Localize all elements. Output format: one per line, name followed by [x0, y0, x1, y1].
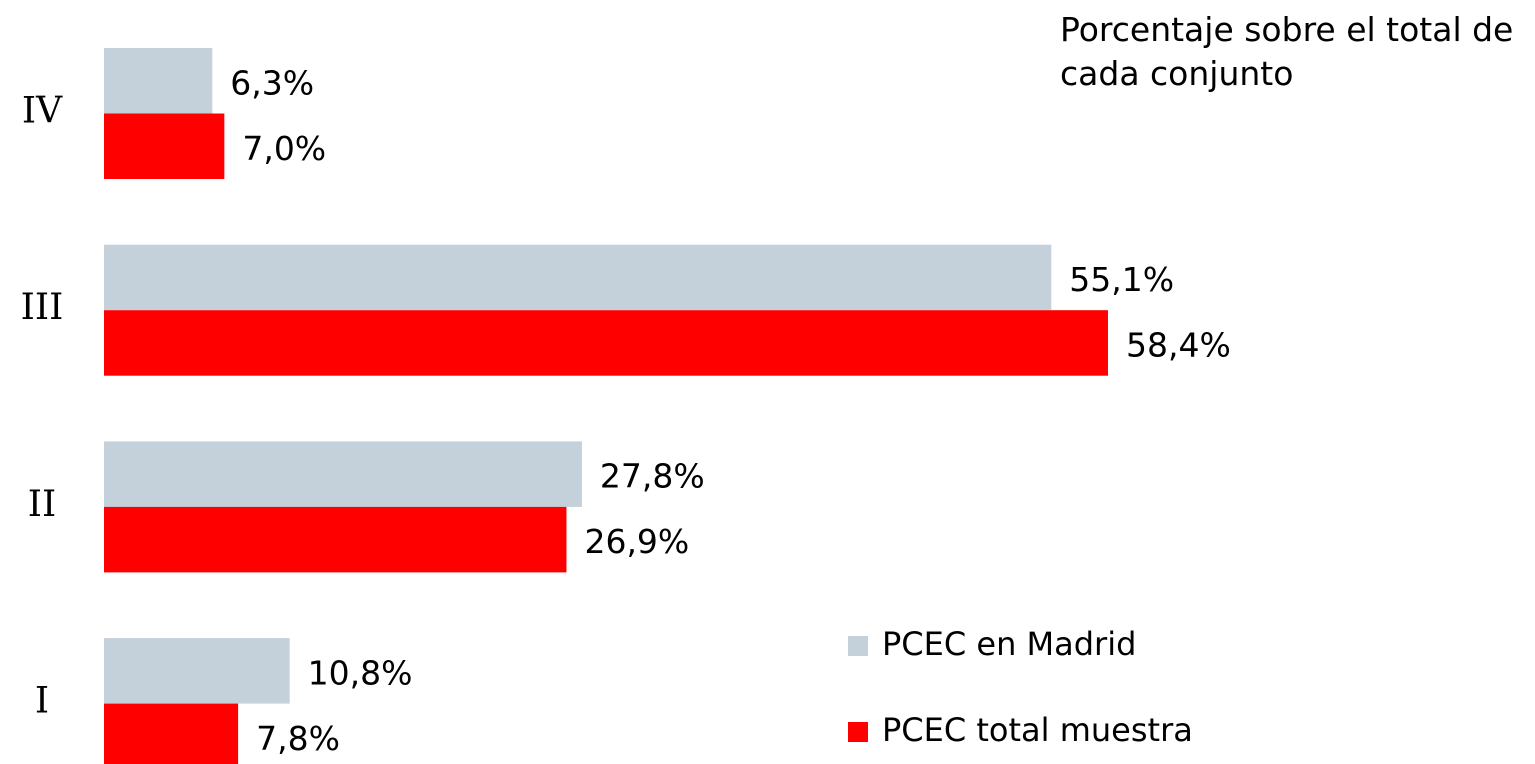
- bar: [104, 244, 1052, 311]
- data-label: 26,9%: [584, 522, 689, 561]
- data-label: 7,8%: [256, 719, 340, 758]
- y-tick-label: I: [35, 681, 49, 722]
- data-label: 10,8%: [308, 653, 413, 692]
- legend-label: PCEC en Madrid: [882, 625, 1136, 663]
- legend-swatch: [848, 636, 868, 656]
- y-tick-label: II: [28, 484, 56, 525]
- bar: [104, 48, 213, 114]
- data-label: 55,1%: [1069, 260, 1174, 299]
- bar: [104, 441, 582, 507]
- legend-swatch: [848, 722, 868, 742]
- data-label: 7,0%: [242, 129, 326, 168]
- bar: [104, 506, 567, 573]
- bar: [104, 113, 225, 179]
- bar: [104, 703, 239, 764]
- data-label: 27,8%: [600, 457, 705, 496]
- legend-label: PCEC total muestra: [882, 711, 1193, 749]
- bar: [104, 638, 290, 704]
- data-label: 58,4%: [1126, 325, 1231, 364]
- bar: [104, 310, 1108, 376]
- y-tick-label: III: [21, 287, 64, 328]
- subtitle: Porcentaje sobre el total de cada conjun…: [1060, 10, 1514, 93]
- y-tick-label: IV: [22, 91, 63, 132]
- data-label: 6,3%: [230, 63, 314, 102]
